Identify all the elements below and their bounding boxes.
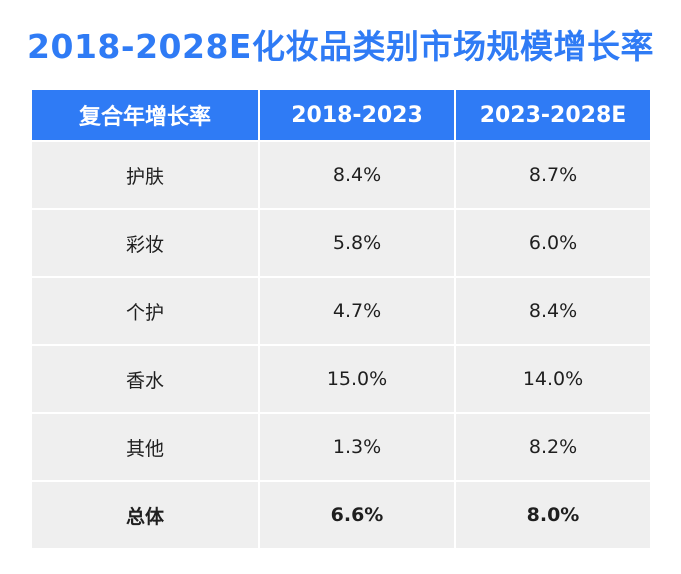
table-row: 彩妆 5.8% 6.0%	[32, 210, 650, 276]
column-header-cagr: 复合年增长率	[32, 90, 258, 140]
value-cell-2018-2023: 5.8%	[260, 210, 454, 276]
table-header-row: 复合年增长率 2018-2023 2023-2028E	[32, 90, 650, 140]
value-cell-2018-2023: 8.4%	[260, 142, 454, 208]
value-cell-2018-2023: 1.3%	[260, 414, 454, 480]
table-row: 个护 4.7% 8.4%	[32, 278, 650, 344]
row-label-cell: 个护	[32, 278, 258, 344]
value-cell-2023-2028e: 8.2%	[456, 414, 650, 480]
value-cell-2023-2028e: 14.0%	[456, 346, 650, 412]
value-cell-2023-2028e: 8.4%	[456, 278, 650, 344]
value-cell-2018-2023: 4.7%	[260, 278, 454, 344]
row-label-cell: 彩妆	[32, 210, 258, 276]
value-cell-2023-2028e: 8.7%	[456, 142, 650, 208]
total-label-cell: 总体	[32, 482, 258, 548]
chart-title: 2018-2028E化妆品类别市场规模增长率	[27, 27, 654, 66]
table-total-row: 总体 6.6% 8.0%	[32, 482, 650, 548]
table-row: 香水 15.0% 14.0%	[32, 346, 650, 412]
total-value-cell-2018-2023: 6.6%	[260, 482, 454, 548]
growth-rate-table: 复合年增长率 2018-2023 2023-2028E 护肤 8.4% 8.7%…	[30, 88, 652, 550]
row-label-cell: 护肤	[32, 142, 258, 208]
table-row: 护肤 8.4% 8.7%	[32, 142, 650, 208]
value-cell-2018-2023: 15.0%	[260, 346, 454, 412]
total-value-cell-2023-2028e: 8.0%	[456, 482, 650, 548]
column-header-2018-2023: 2018-2023	[260, 90, 454, 140]
table-row: 其他 1.3% 8.2%	[32, 414, 650, 480]
row-label-cell: 香水	[32, 346, 258, 412]
row-label-cell: 其他	[32, 414, 258, 480]
column-header-2023-2028e: 2023-2028E	[456, 90, 650, 140]
value-cell-2023-2028e: 6.0%	[456, 210, 650, 276]
